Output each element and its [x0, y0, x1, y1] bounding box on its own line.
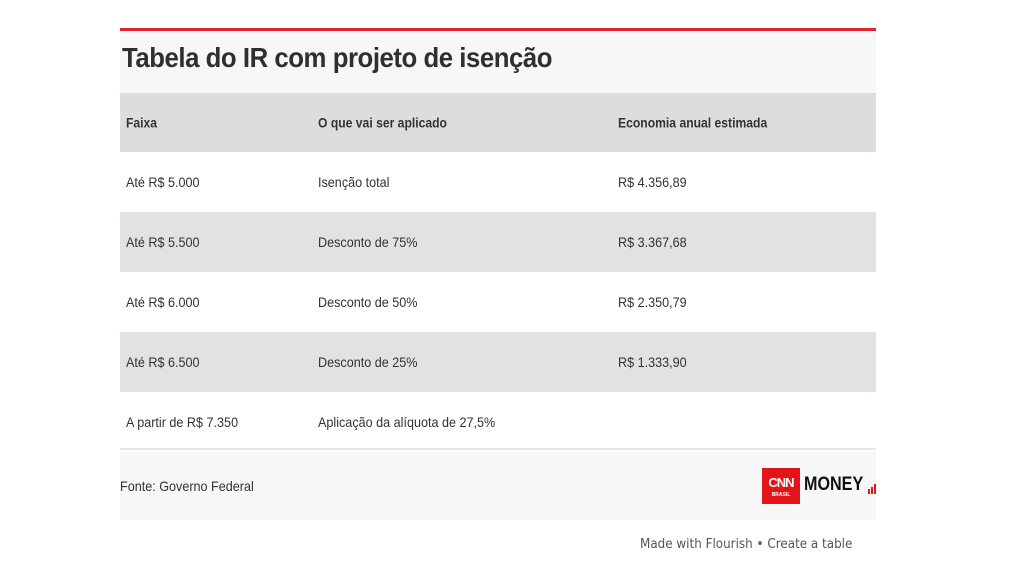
cell-economia: R$ 4.356,89	[618, 174, 687, 190]
cell-faixa: Até R$ 5.000	[126, 174, 200, 190]
data-table: Faixa O que vai ser aplicado Economia an…	[120, 93, 876, 452]
table-row: Até R$ 5.500 Desconto de 75% R$ 3.367,68	[120, 212, 876, 272]
cnn-money-logo: CNN BRASIL MONEY	[762, 468, 878, 504]
cell-aplicado: Desconto de 50%	[318, 294, 418, 310]
cell-aplicado: Desconto de 75%	[318, 234, 418, 250]
cell-faixa: Até R$ 6.000	[126, 294, 200, 310]
cell-faixa: Até R$ 5.500	[126, 234, 200, 250]
page-title: Tabela do IR com projeto de isenção	[122, 42, 553, 73]
header-economia: Economia anual estimada	[618, 115, 768, 130]
flourish-credit-link[interactable]: Made with Flourish • Create a table	[640, 537, 853, 552]
cell-economia: R$ 2.350,79	[618, 294, 687, 310]
cell-aplicado: Desconto de 25%	[318, 354, 418, 370]
cell-economia: R$ 1.333,90	[618, 354, 687, 370]
cnn-logo-text: CNN	[768, 475, 794, 490]
cell-faixa: Até R$ 6.500	[126, 354, 200, 370]
bar-chart-icon	[868, 484, 878, 494]
table-row: Até R$ 6.000 Desconto de 50% R$ 2.350,79	[120, 272, 876, 332]
accent-rule	[120, 28, 876, 31]
cell-economia: R$ 3.367,68	[618, 234, 687, 250]
header-aplicado: O que vai ser aplicado	[318, 115, 447, 130]
source-note: Fonte: Governo Federal	[120, 478, 254, 494]
table-row: A partir de R$ 7.350 Aplicação da alíquo…	[120, 392, 876, 452]
table-row: Até R$ 5.000 Isenção total R$ 4.356,89	[120, 152, 876, 212]
money-logo-text: MONEY	[804, 474, 864, 495]
header-faixa: Faixa	[126, 115, 158, 130]
cell-aplicado: Aplicação da alíquota de 27,5%	[318, 414, 496, 430]
table-header-row: Faixa O que vai ser aplicado Economia an…	[120, 93, 876, 152]
footer-divider	[120, 448, 876, 450]
cnn-logo-sub: BRASIL	[771, 492, 791, 498]
table-row: Até R$ 6.500 Desconto de 25% R$ 1.333,90	[120, 332, 876, 392]
table-card: Tabela do IR com projeto de isenção Faix…	[120, 28, 876, 520]
cell-faixa: A partir de R$ 7.350	[126, 414, 239, 430]
cell-aplicado: Isenção total	[318, 174, 390, 190]
cnn-logo-box: CNN BRASIL	[762, 468, 800, 504]
